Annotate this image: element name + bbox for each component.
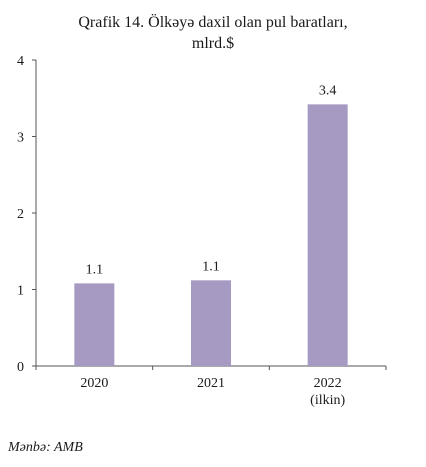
chart-title-line-2: mlrd.$	[191, 35, 235, 52]
x-tick-label-2020: 2020	[80, 376, 108, 391]
data-label-2022: 3.4	[319, 83, 337, 98]
x-tick-sublabel-2022: (ilkin)	[310, 393, 345, 408]
x-tick-label-2021: 2021	[197, 376, 225, 391]
y-axis: 0 1 2 3 4	[17, 54, 37, 375]
y-tick-label: 3	[17, 131, 24, 146]
chart-title: Qrafik 14. Ölkəyə daxil olan pul baratla…	[0, 12, 426, 54]
bar-2022	[307, 104, 348, 367]
y-tick-label: 4	[17, 54, 24, 69]
source-note: Mənbə: AMB	[8, 440, 83, 455]
data-label-2021: 1.1	[202, 259, 220, 274]
x-tick-label-2022: 2022	[314, 376, 342, 391]
x-axis: 2020 2021 2022 (ilkin)	[35, 365, 387, 408]
data-labels: 1.1 1.1 3.4	[86, 83, 337, 277]
chart-title-line-1: Qrafik 14. Ölkəyə daxil olan pul baratla…	[78, 14, 348, 31]
y-tick-label: 1	[17, 284, 24, 299]
bar-2021	[191, 280, 231, 366]
y-tick-label: 0	[17, 360, 24, 375]
data-label-2020: 1.1	[86, 262, 104, 277]
y-tick-label: 2	[17, 207, 24, 222]
bars	[74, 104, 348, 367]
bar-2020	[74, 283, 115, 366]
